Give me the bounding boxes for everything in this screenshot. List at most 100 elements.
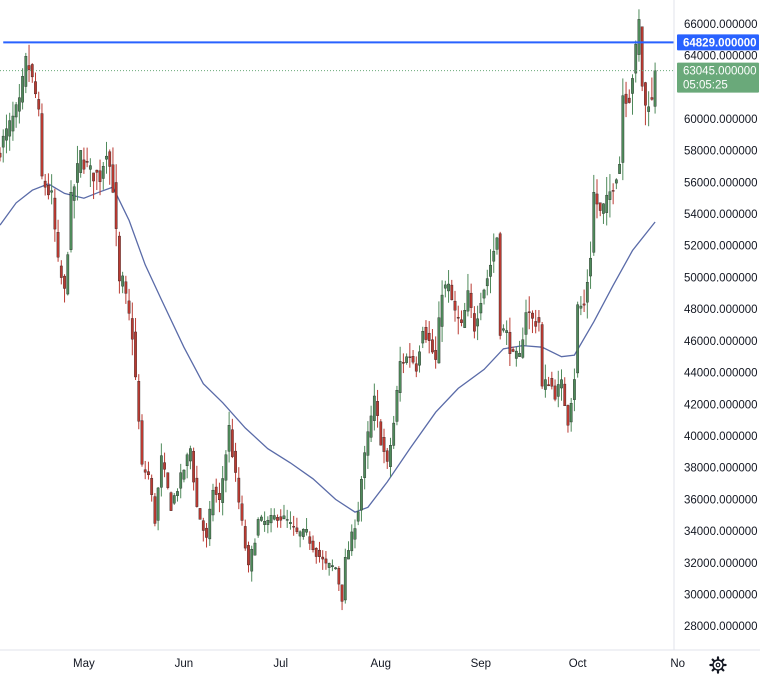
price-tick-label: 60000.000000	[684, 114, 758, 126]
candle-body	[69, 192, 73, 250]
candle-body	[56, 232, 60, 258]
candle-body	[624, 93, 628, 104]
candle-body	[327, 563, 331, 568]
candle-body	[163, 462, 166, 470]
candle-body	[153, 496, 157, 524]
candle-body	[260, 516, 263, 521]
gear-icon[interactable]	[709, 656, 727, 674]
candle-body	[289, 522, 292, 524]
gear-hub	[715, 662, 721, 668]
candle-body	[40, 113, 44, 177]
candle-body	[414, 363, 418, 372]
candle-body	[92, 172, 95, 182]
candle-body	[159, 455, 163, 488]
candle-body	[130, 318, 134, 340]
candle-body	[321, 556, 325, 560]
candle-body	[43, 180, 47, 188]
candle-body	[343, 557, 347, 601]
time-tick-label: Jun	[175, 658, 194, 670]
candle-body	[227, 425, 231, 452]
price-tick-label: 42000.000000	[684, 399, 758, 411]
candle-body	[72, 186, 76, 201]
candle-body	[631, 78, 634, 94]
candle-body	[205, 527, 208, 538]
countdown-label: 05:05:25	[683, 80, 728, 92]
candle-body	[640, 26, 644, 87]
candle-body	[221, 478, 225, 503]
candle-body	[582, 303, 586, 306]
candle-body	[24, 56, 28, 87]
candle-body	[376, 401, 379, 416]
candle-body	[485, 278, 489, 287]
candle-body	[644, 82, 647, 106]
candle-body	[331, 565, 334, 568]
time-tick-label: Oct	[569, 658, 588, 670]
candle-body	[192, 450, 195, 483]
candle-body	[353, 528, 357, 540]
candle-body	[14, 104, 18, 118]
candle-body	[5, 128, 8, 141]
candle-body	[537, 317, 541, 323]
candle-body	[169, 492, 173, 511]
time-tick-label: May	[73, 658, 95, 670]
candle-body	[340, 584, 344, 602]
candle-body	[111, 164, 115, 193]
candle-body	[172, 495, 176, 504]
candle-body	[256, 519, 260, 536]
candle-body	[34, 81, 37, 95]
candle-body	[553, 385, 557, 400]
candle-body	[476, 318, 479, 327]
candle-body	[140, 420, 144, 465]
price-tick-label: 44000.000000	[684, 368, 758, 380]
candle-body	[47, 185, 50, 196]
candle-body	[279, 516, 283, 521]
candle-body	[492, 250, 496, 262]
candle-body	[266, 520, 270, 525]
candle-body	[595, 193, 599, 205]
candle-body	[301, 528, 305, 537]
candle-body	[37, 99, 41, 110]
candle-body	[637, 19, 641, 55]
candle-body	[201, 520, 205, 531]
candle-body	[524, 312, 528, 335]
price-axis[interactable]: 28000.000000 30000.000000 32000.000000 3400…	[684, 19, 758, 633]
candle-body	[337, 568, 341, 585]
price-tick-label: 34000.000000	[684, 526, 758, 538]
candle-body	[460, 319, 463, 323]
time-axis[interactable]: May Jun Jul Aug Sep Oct No	[73, 658, 685, 670]
candle-body	[240, 503, 244, 521]
candle-body	[98, 170, 102, 183]
candle-body	[66, 254, 70, 295]
candle-body	[605, 194, 609, 213]
candle-body	[402, 362, 405, 364]
price-tick-label: 36000.000000	[684, 494, 758, 506]
candle-body	[121, 275, 125, 287]
candle-body	[147, 471, 150, 476]
last-price-tag-label: 63045.000000	[683, 66, 757, 78]
candle-body	[569, 403, 573, 423]
time-tick-label: Aug	[371, 658, 391, 670]
candle-body	[76, 163, 79, 183]
candle-body	[285, 519, 289, 521]
candle-body	[198, 508, 202, 520]
candle-body	[369, 415, 373, 438]
candle-body	[502, 328, 505, 331]
candle-body	[214, 486, 218, 495]
candle-body	[208, 508, 212, 540]
last-price-tag	[677, 62, 759, 93]
candle-body	[105, 155, 108, 160]
candle-body	[176, 491, 179, 496]
price-tick-label: 40000.000000	[684, 431, 758, 443]
candle-body	[573, 379, 576, 400]
candle-body	[0, 152, 2, 158]
candle-body	[647, 106, 651, 112]
candle-body	[53, 197, 57, 230]
candle-body	[540, 324, 544, 387]
candle-body	[185, 454, 189, 467]
candle-body	[263, 521, 266, 525]
candle-body	[11, 115, 15, 132]
candle-body	[469, 292, 473, 308]
candle-body	[566, 405, 570, 426]
